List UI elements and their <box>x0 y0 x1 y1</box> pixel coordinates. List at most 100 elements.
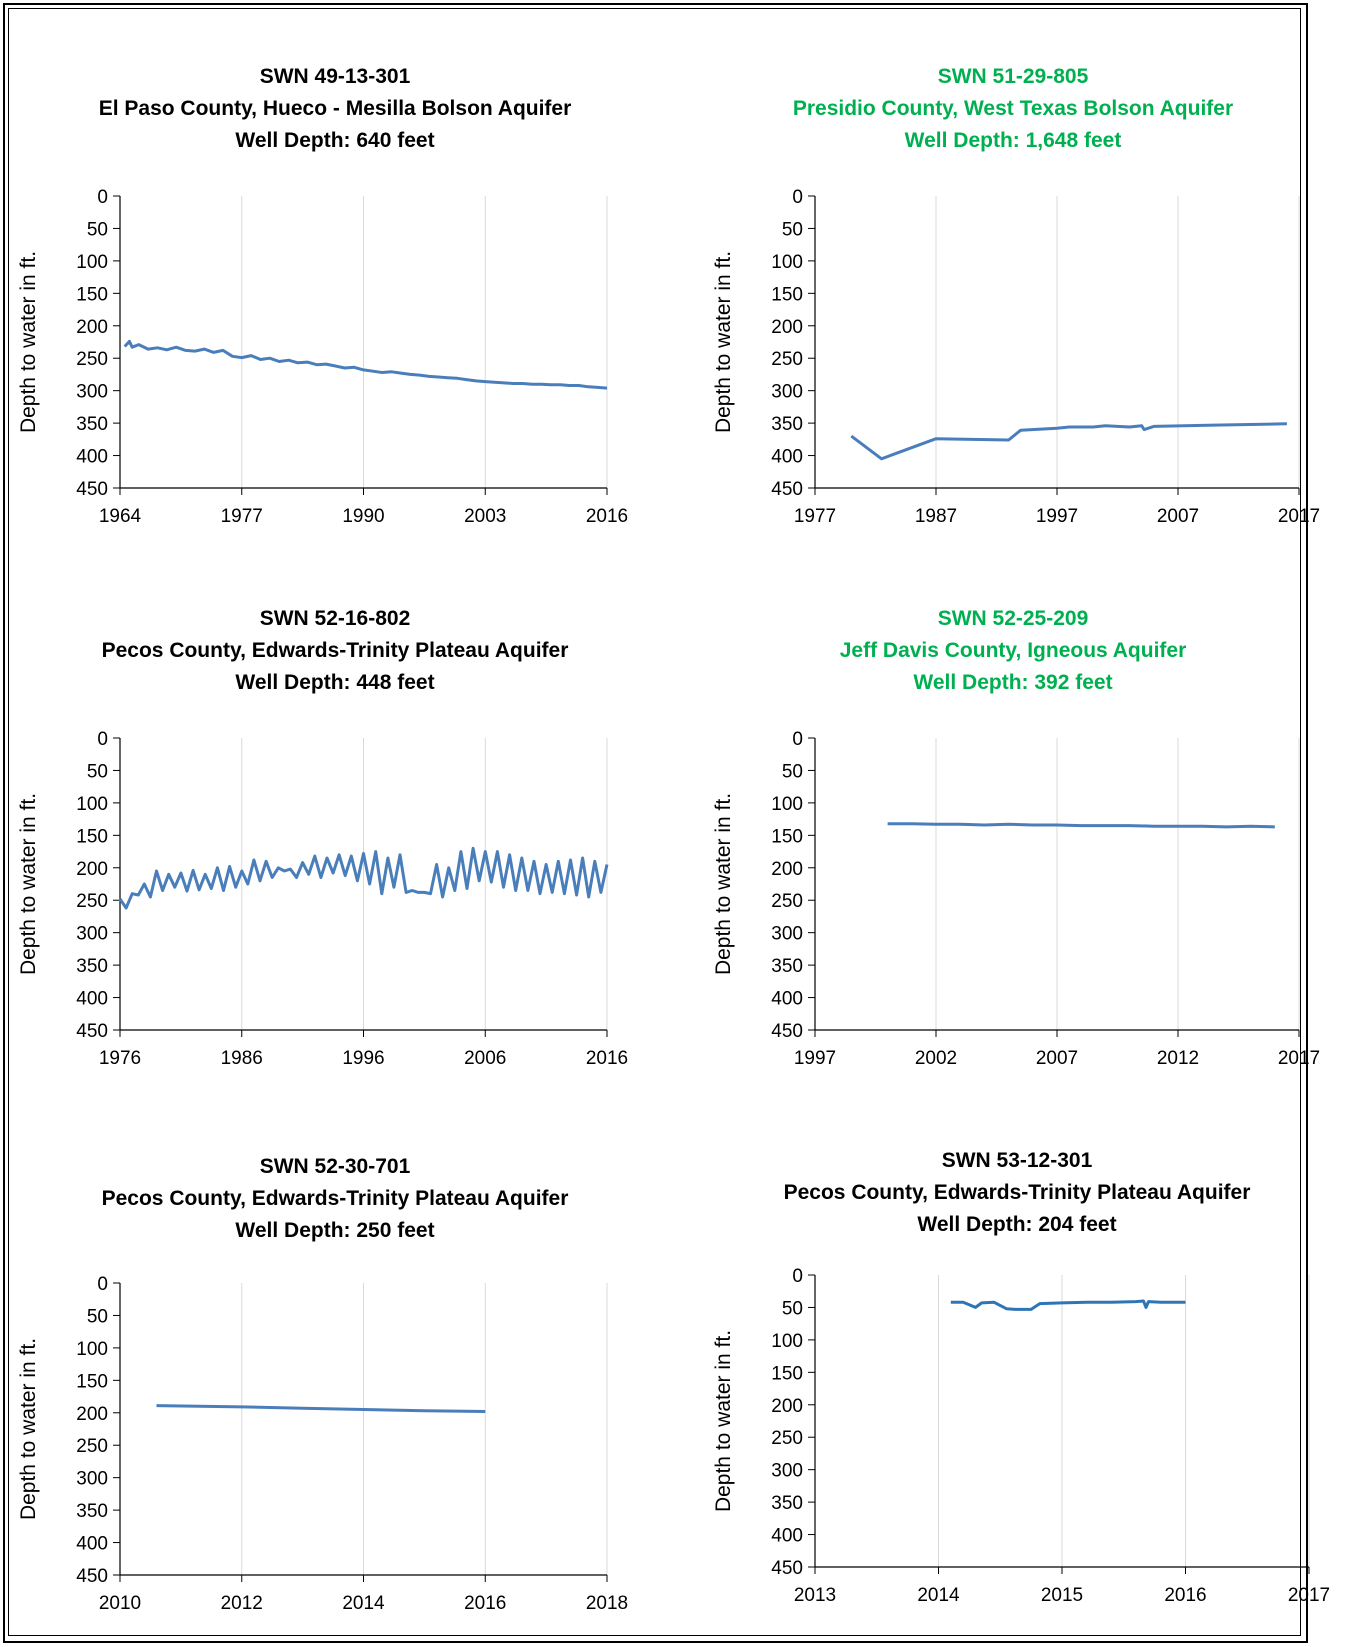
y-tick-label: 400 <box>771 989 803 1010</box>
x-tick-label: 1997 <box>794 1048 836 1069</box>
y-tick-label: 450 <box>76 1021 108 1042</box>
y-axis-label: Depth to water in ft. <box>712 793 735 975</box>
y-tick-label: 100 <box>771 794 803 815</box>
chart-title-line: Pecos County, Edwards-Trinity Plateau Aq… <box>102 639 569 662</box>
series-line-depth-to-water <box>156 1404 486 1413</box>
chart-title-line: SWN 52-25-209 <box>938 607 1089 630</box>
y-tick-label: 50 <box>87 1306 108 1327</box>
y-tick-label: 300 <box>76 1469 108 1490</box>
y-tick-label: 0 <box>792 187 803 208</box>
inner-frame <box>8 8 1301 1636</box>
x-tick-label: 1977 <box>794 506 836 527</box>
series-line-depth-to-water <box>950 1299 1186 1311</box>
y-tick-label: 200 <box>771 859 803 880</box>
chart-title-line: Well Depth: 392 feet <box>913 671 1112 694</box>
y-tick-label: 250 <box>771 1428 803 1449</box>
y-tick-label: 250 <box>76 349 108 370</box>
y-tick-label: 200 <box>76 859 108 880</box>
y-tick-label: 450 <box>771 1558 803 1579</box>
x-tick-label: 2014 <box>917 1585 960 1606</box>
x-tick-label: 1990 <box>342 506 384 527</box>
x-tick-label: 1977 <box>221 506 263 527</box>
x-tick-label: 2007 <box>1036 1048 1078 1069</box>
y-tick-label: 150 <box>76 1371 108 1392</box>
y-tick-label: 350 <box>76 1501 108 1522</box>
chart-title-line: Well Depth: 1,648 feet <box>905 129 1122 152</box>
chart-panel-5: SWN 52-30-701 Pecos County, Edwards-Trini… <box>17 1155 628 1614</box>
y-tick-label: 350 <box>771 956 803 977</box>
y-tick-label: 200 <box>76 317 108 338</box>
series-line-depth-to-water <box>887 822 1275 829</box>
chart-title-line: SWN 51-29-805 <box>938 65 1089 88</box>
x-tick-label: 2017 <box>1278 506 1320 527</box>
x-tick-label: 2010 <box>99 1593 141 1614</box>
y-tick-label: 100 <box>76 252 108 273</box>
series-line-depth-to-water <box>123 339 608 390</box>
y-tick-label: 300 <box>76 924 108 945</box>
y-tick-label: 250 <box>771 891 803 912</box>
chart-title-line: SWN 49-13-301 <box>260 65 411 88</box>
y-axis-label: Depth to water in ft. <box>17 793 40 975</box>
y-tick-label: 0 <box>97 1274 108 1295</box>
x-tick-label: 2016 <box>1164 1585 1206 1606</box>
y-tick-label: 150 <box>771 826 803 847</box>
x-tick-label: 2012 <box>1157 1048 1199 1069</box>
chart-title-line: Pecos County, Edwards-Trinity Plateau Aq… <box>102 1187 569 1210</box>
y-tick-label: 250 <box>76 891 108 912</box>
y-tick-label: 200 <box>771 1396 803 1417</box>
y-axis-label: Depth to water in ft. <box>712 251 735 433</box>
y-tick-label: 100 <box>771 1331 803 1352</box>
y-tick-label: 50 <box>87 219 108 240</box>
y-tick-label: 400 <box>76 989 108 1010</box>
y-tick-label: 100 <box>771 252 803 273</box>
x-tick-label: 2016 <box>464 1593 506 1614</box>
y-tick-label: 450 <box>76 1566 108 1587</box>
x-tick-label: 2016 <box>586 506 628 527</box>
x-tick-label: 2012 <box>221 1593 263 1614</box>
y-axis-label: Depth to water in ft. <box>17 251 40 433</box>
y-tick-label: 50 <box>782 761 803 782</box>
y-axis-label: Depth to water in ft. <box>712 1330 735 1512</box>
chart-title-line: El Paso County, Hueco - Mesilla Bolson A… <box>99 97 572 120</box>
x-tick-label: 2016 <box>586 1048 628 1069</box>
chart-panel-2: SWN 51-29-805 Presidio County, West Texas… <box>712 65 1320 527</box>
x-tick-label: 2002 <box>915 1048 957 1069</box>
y-tick-label: 450 <box>76 479 108 500</box>
chart-panel-1: SWN 49-13-301 El Paso County, Hueco - Mes… <box>17 65 628 527</box>
chart-title-line: Presidio County, West Texas Bolson Aquif… <box>793 97 1233 120</box>
y-tick-label: 150 <box>76 826 108 847</box>
y-tick-label: 150 <box>771 284 803 305</box>
y-tick-label: 100 <box>76 1339 108 1360</box>
y-tick-label: 350 <box>76 414 108 435</box>
y-tick-label: 200 <box>76 1404 108 1425</box>
y-tick-label: 250 <box>771 349 803 370</box>
x-tick-label: 2017 <box>1288 1585 1330 1606</box>
chart-panel-3: SWN 52-16-802 Pecos County, Edwards-Trini… <box>17 607 628 1069</box>
y-tick-label: 350 <box>771 1493 803 1514</box>
y-tick-label: 300 <box>771 1461 803 1482</box>
y-tick-label: 250 <box>76 1436 108 1457</box>
y-tick-label: 0 <box>792 1266 803 1287</box>
x-tick-label: 1964 <box>99 506 142 527</box>
x-tick-label: 2013 <box>794 1585 836 1606</box>
chart-title-line: Well Depth: 250 feet <box>235 1219 434 1242</box>
chart-title-line: Well Depth: 448 feet <box>235 671 434 694</box>
x-tick-label: 2017 <box>1278 1048 1320 1069</box>
y-tick-label: 200 <box>771 317 803 338</box>
x-tick-label: 1986 <box>221 1048 263 1069</box>
chart-title-line: Well Depth: 204 feet <box>917 1213 1116 1236</box>
x-tick-label: 2003 <box>464 506 506 527</box>
y-tick-label: 450 <box>771 479 803 500</box>
y-tick-label: 150 <box>771 1363 803 1384</box>
y-tick-label: 0 <box>97 729 108 750</box>
outer-frame <box>3 3 1308 1643</box>
y-axis-label: Depth to water in ft. <box>17 1338 40 1520</box>
y-tick-label: 100 <box>76 794 108 815</box>
y-tick-label: 50 <box>782 219 803 240</box>
y-tick-label: 400 <box>76 447 108 468</box>
x-tick-label: 2006 <box>464 1048 506 1069</box>
chart-title-line: Well Depth: 640 feet <box>235 129 434 152</box>
y-tick-label: 400 <box>76 1534 108 1555</box>
chart-title-line: SWN 53-12-301 <box>942 1149 1093 1172</box>
